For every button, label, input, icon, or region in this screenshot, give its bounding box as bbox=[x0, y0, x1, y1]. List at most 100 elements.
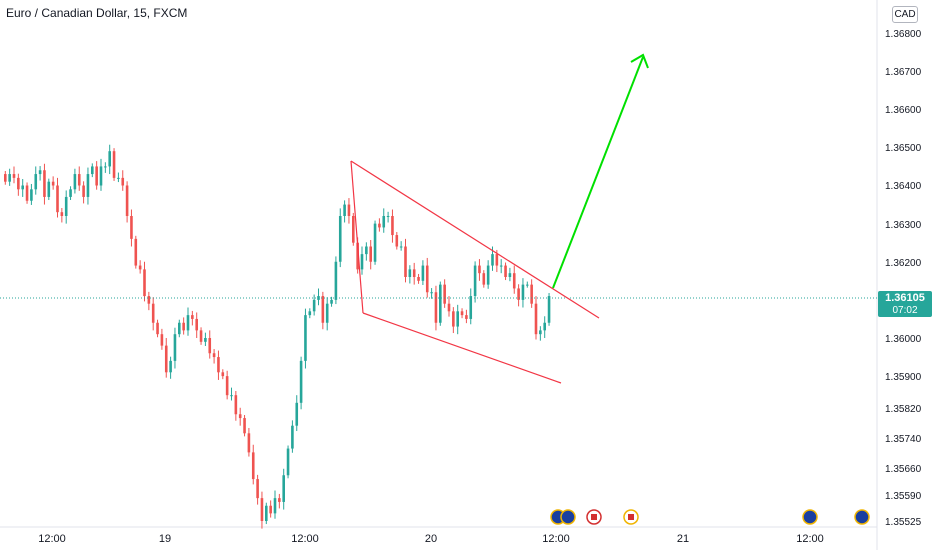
candle-body bbox=[186, 315, 190, 331]
candle-body bbox=[117, 177, 120, 179]
candle-body bbox=[299, 360, 303, 403]
candle-body bbox=[504, 265, 507, 277]
eu-flag-icon[interactable] bbox=[560, 509, 576, 525]
candle-body bbox=[473, 265, 477, 297]
candle-body bbox=[4, 174, 7, 182]
y-tick-label: 1.36600 bbox=[885, 105, 922, 116]
y-tick-label: 1.35900 bbox=[885, 372, 922, 383]
candle-body bbox=[325, 303, 329, 323]
candle-body bbox=[60, 212, 64, 216]
candle-body bbox=[378, 223, 381, 228]
candle-body bbox=[295, 402, 299, 426]
candle-body bbox=[486, 265, 490, 285]
candle-body bbox=[64, 196, 68, 216]
candle-body bbox=[260, 498, 264, 521]
candle-body bbox=[399, 246, 403, 248]
y-tick-label: 1.35820 bbox=[885, 404, 922, 415]
wedge-lower-line[interactable] bbox=[362, 312, 562, 384]
x-tick-label: 12:00 bbox=[542, 533, 570, 545]
eu-flag-icon[interactable] bbox=[854, 509, 870, 525]
candle-body bbox=[173, 334, 177, 361]
candle-body bbox=[278, 498, 281, 502]
candle-body bbox=[478, 265, 481, 274]
candle-body bbox=[347, 204, 351, 216]
candle-body bbox=[230, 395, 233, 397]
candle-body bbox=[312, 299, 316, 312]
candle-body bbox=[386, 216, 390, 217]
x-tick-label: 21 bbox=[677, 533, 689, 545]
y-tick-label: 1.36700 bbox=[885, 67, 922, 78]
candle-body bbox=[521, 284, 525, 300]
y-tick-label: 1.36800 bbox=[885, 29, 922, 40]
candle-body bbox=[391, 216, 394, 236]
candle-body bbox=[539, 330, 542, 335]
wedge-upper-line[interactable] bbox=[350, 160, 600, 319]
x-tick-label: 12:00 bbox=[291, 533, 319, 545]
drawings-layer[interactable] bbox=[350, 53, 649, 384]
candle-body bbox=[204, 338, 207, 342]
candle-body bbox=[130, 216, 133, 239]
candle-body bbox=[526, 284, 529, 286]
current-price-tag: 1.36105 07:02 bbox=[878, 291, 932, 317]
candles-layer bbox=[4, 144, 551, 529]
currency-badge[interactable]: CAD bbox=[892, 6, 918, 23]
candle-body bbox=[178, 322, 181, 335]
time-axis[interactable]: 12:00 19 12:00 20 12:00 21 12:00 bbox=[38, 533, 824, 545]
x-tick-label: 12:00 bbox=[38, 533, 66, 545]
chart-title: Euro / Canadian Dollar, 15, FXCM bbox=[6, 6, 188, 20]
candle-body bbox=[425, 265, 429, 293]
candle-body bbox=[143, 269, 146, 297]
candle-body bbox=[82, 185, 85, 197]
candle-body bbox=[21, 185, 24, 190]
y-tick-label: 1.35740 bbox=[885, 434, 922, 445]
y-tick-label: 1.36300 bbox=[885, 220, 922, 231]
eu-flag-icon[interactable] bbox=[802, 509, 818, 525]
candle-body bbox=[265, 505, 268, 521]
candle-body bbox=[373, 223, 377, 262]
breakout-arrow[interactable] bbox=[552, 56, 644, 289]
bar-countdown: 07:02 bbox=[892, 305, 918, 316]
canada-flag-leaf bbox=[591, 514, 597, 520]
candle-body bbox=[321, 296, 325, 323]
candle-body bbox=[25, 185, 29, 201]
candle-body bbox=[291, 425, 294, 449]
candle-body bbox=[434, 292, 438, 323]
candle-body bbox=[164, 345, 168, 373]
event-markers[interactable] bbox=[550, 509, 870, 525]
candle-body bbox=[138, 265, 142, 270]
candle-body bbox=[508, 273, 512, 277]
y-tick-label: 1.35525 bbox=[885, 517, 922, 528]
price-axis[interactable]: 1.36800 1.36700 1.36600 1.36500 1.36400 1.363… bbox=[885, 29, 922, 528]
candle-body bbox=[343, 204, 346, 216]
candle-body bbox=[160, 334, 164, 346]
candle-body bbox=[530, 284, 533, 304]
candle-body bbox=[208, 338, 212, 354]
candle-body bbox=[517, 288, 520, 300]
x-tick-label: 19 bbox=[159, 533, 171, 545]
candle-body bbox=[95, 166, 98, 186]
candle-body bbox=[121, 177, 125, 186]
candle-body bbox=[482, 273, 486, 285]
candle-body bbox=[543, 322, 546, 331]
candle-body bbox=[38, 170, 42, 175]
candle-body bbox=[217, 357, 220, 373]
candle-body bbox=[443, 284, 446, 304]
y-tick-label: 1.36200 bbox=[885, 258, 922, 269]
candle-body bbox=[199, 330, 203, 342]
candle-body bbox=[73, 174, 77, 190]
candle-body bbox=[225, 376, 229, 396]
candle-body bbox=[408, 269, 412, 277]
y-tick-label: 1.35590 bbox=[885, 491, 922, 502]
candle-body bbox=[8, 174, 11, 182]
candle-body bbox=[91, 166, 94, 175]
wedge-left-edge[interactable] bbox=[350, 160, 364, 314]
candle-body bbox=[286, 448, 290, 476]
candle-body bbox=[352, 216, 355, 243]
candle-body bbox=[273, 498, 277, 514]
candle-body bbox=[365, 246, 368, 255]
candle-body bbox=[238, 414, 242, 419]
candle-body bbox=[86, 174, 90, 197]
candle-body bbox=[151, 303, 155, 323]
